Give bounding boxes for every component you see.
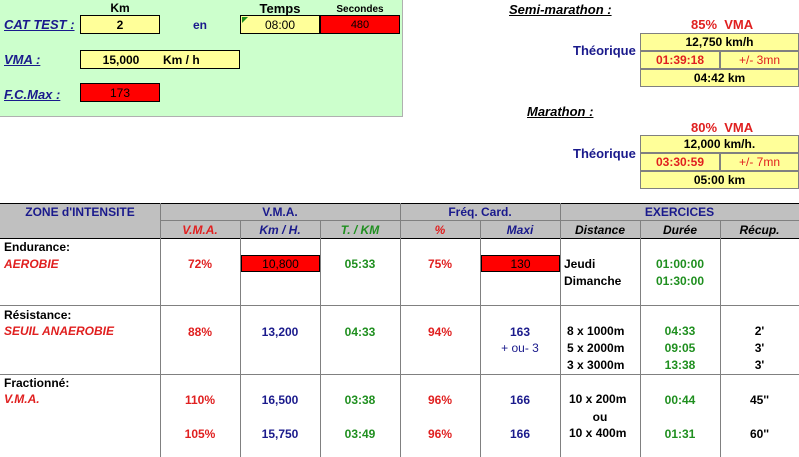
marathon-pct: 80% VMA xyxy=(691,120,753,135)
vma-value-field[interactable]: 15,000 Km / h xyxy=(80,50,240,69)
marathon-speed: 12,000 km/h. xyxy=(640,135,799,153)
cell-marker-icon xyxy=(242,17,248,23)
vma-unit: Km / h xyxy=(163,52,200,67)
row-distance: 8 x 1000m xyxy=(567,324,625,338)
row-distance: 10 x 400m xyxy=(569,426,627,440)
group-vma-header: V.M.A. xyxy=(262,205,298,219)
row-zone: AEROBIE xyxy=(4,257,59,271)
marathon-time: 03:30:59 xyxy=(640,153,720,171)
col-header-recup: Récup. xyxy=(739,222,780,237)
row-duree: 01:00:00 xyxy=(655,257,705,271)
row-vma-pct: 105% xyxy=(184,426,216,441)
row-recup: 45'' xyxy=(749,392,770,407)
fcmax-label: F.C.Max : xyxy=(4,87,61,102)
col-header-duree: Durée xyxy=(662,222,697,237)
marathon-pct-value: 80% xyxy=(691,120,718,135)
col-header-t-km: T. / KM xyxy=(340,222,380,237)
marathon-pace: 05:00 km xyxy=(640,171,799,189)
temps-value: 08:00 xyxy=(264,17,296,32)
row-t-km: 03:38 xyxy=(344,392,376,407)
row-duree: 00:44 xyxy=(664,392,696,407)
secondes-header: Secondes xyxy=(336,3,384,15)
marathon-title: Marathon : xyxy=(527,104,594,119)
row-recup: 2' xyxy=(754,324,765,338)
row-t-km: 05:33 xyxy=(344,256,376,271)
row-kmh: 15,750 xyxy=(261,426,299,441)
row-kmh: 16,500 xyxy=(261,392,299,407)
row-ou: ou xyxy=(592,409,608,424)
semi-theorique-label: Théorique xyxy=(573,43,636,58)
row-duree: 04:33 xyxy=(664,324,696,338)
row-fc-pct: 75% xyxy=(427,256,453,271)
row-vma-pct: 72% xyxy=(187,256,213,271)
semi-marathon-title: Semi-marathon : xyxy=(509,2,612,17)
semi-margin: +/- 3mn xyxy=(720,51,799,69)
en-label: en xyxy=(192,17,207,32)
row-kmh: 13,200 xyxy=(261,324,299,339)
semi-pct: 85% VMA xyxy=(691,17,753,32)
row-zone: V.M.A. xyxy=(4,392,40,406)
fcmax-value-field[interactable]: 173 xyxy=(80,83,160,102)
row-vma-pct: 88% xyxy=(187,324,213,339)
semi-speed: 12,750 km/h xyxy=(640,33,799,51)
semi-pct-value: 85% xyxy=(691,17,718,32)
marathon-margin: +/- 7mn xyxy=(720,153,799,171)
semi-pace: 04:42 km xyxy=(640,69,799,87)
col-header-fc-pct: % xyxy=(434,222,446,237)
cat-test-label: CAT TEST : xyxy=(4,17,75,32)
row-duree: 01:30:00 xyxy=(655,274,705,288)
vma-label: VMA : xyxy=(4,52,41,67)
row-maxi: 166 xyxy=(509,426,531,441)
row-fc-pct: 96% xyxy=(427,392,453,407)
col-header-distance: Distance xyxy=(574,222,626,237)
row-zone: SEUIL ANAEROBIE xyxy=(4,324,115,338)
row-vma-pct: 110% xyxy=(184,392,216,407)
col-header-kmh: Km / H. xyxy=(259,222,301,237)
row-maxi: 130 xyxy=(481,255,560,272)
col-header-maxi: Maxi xyxy=(506,222,534,237)
temps-header: Temps xyxy=(259,0,301,16)
row-maxi: 163 xyxy=(509,324,531,339)
marathon-pct-label: VMA xyxy=(724,120,754,135)
row-distance: Jeudi xyxy=(564,257,596,271)
row-category: Fractionné: xyxy=(4,376,70,390)
row-maxi-extra: + ou- 3 xyxy=(501,341,539,355)
row-category: Endurance: xyxy=(4,240,71,254)
semi-pct-label: VMA xyxy=(724,17,754,32)
semi-time: 01:39:18 xyxy=(640,51,720,69)
row-duree: 01:31 xyxy=(664,426,696,441)
row-recup: 3' xyxy=(754,341,765,355)
row-distance: 5 x 2000m xyxy=(567,341,625,355)
secondes-value-field[interactable]: 480 xyxy=(320,15,400,34)
vma-value: 15,000 xyxy=(102,52,140,67)
row-t-km: 03:49 xyxy=(344,426,376,441)
row-kmh: 10,800 xyxy=(241,255,320,272)
km-value-field[interactable]: 2 xyxy=(80,15,160,34)
group-freq-header: Fréq. Card. xyxy=(448,205,512,219)
row-fc-pct: 94% xyxy=(427,324,453,339)
col-header-vma-pct: V.M.A. xyxy=(182,222,218,237)
group-exercices-header: EXERCICES xyxy=(644,205,715,219)
row-recup: 60'' xyxy=(749,426,770,441)
row-maxi: 166 xyxy=(509,392,531,407)
row-duree: 09:05 xyxy=(664,341,696,355)
row-duree: 13:38 xyxy=(664,358,696,372)
group-zone-header: ZONE d'INTENSITE xyxy=(25,205,135,219)
marathon-theorique-label: Théorique xyxy=(573,146,636,161)
km-header: Km xyxy=(110,1,130,15)
row-category: Résistance: xyxy=(4,308,72,322)
row-t-km: 04:33 xyxy=(344,324,376,339)
row-recup: 3' xyxy=(754,358,765,372)
row-fc-pct: 96% xyxy=(427,426,453,441)
row-distance: 3 x 3000m xyxy=(567,358,625,372)
row-distance: Dimanche xyxy=(564,274,622,288)
row-distance: 10 x 200m xyxy=(569,392,627,406)
temps-value-field[interactable]: 08:00 xyxy=(240,15,320,34)
